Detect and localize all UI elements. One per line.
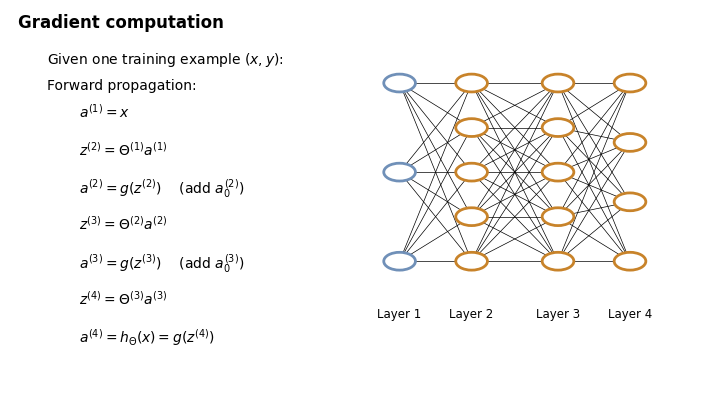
Text: $a^{(2)} = g(z^{(2)})\quad$ (add $a_0^{(2)}$): $a^{(2)} = g(z^{(2)})\quad$ (add $a_0^{(…	[79, 178, 245, 200]
Text: Given one training example $(x, y)$:: Given one training example $(x, y)$:	[47, 51, 284, 68]
Circle shape	[614, 74, 646, 92]
Circle shape	[542, 119, 574, 136]
Circle shape	[456, 208, 487, 226]
Text: Layer 3: Layer 3	[536, 308, 580, 321]
Text: $a^{(4)} = h_\Theta(x) = g(z^{(4)})$: $a^{(4)} = h_\Theta(x) = g(z^{(4)})$	[79, 327, 215, 348]
Circle shape	[542, 208, 574, 226]
Text: $z^{(2)} = \Theta^{(1)}a^{(1)}$: $z^{(2)} = \Theta^{(1)}a^{(1)}$	[79, 141, 168, 158]
Circle shape	[456, 163, 487, 181]
Circle shape	[456, 119, 487, 136]
Text: Layer 4: Layer 4	[608, 308, 652, 321]
Text: Layer 2: Layer 2	[449, 308, 494, 321]
Circle shape	[456, 74, 487, 92]
Circle shape	[542, 252, 574, 270]
Circle shape	[614, 134, 646, 151]
Circle shape	[614, 252, 646, 270]
Text: Forward propagation:: Forward propagation:	[47, 79, 197, 93]
Text: $a^{(1)} = x$: $a^{(1)} = x$	[79, 103, 130, 121]
Circle shape	[614, 193, 646, 211]
Text: Layer 1: Layer 1	[377, 308, 422, 321]
Circle shape	[456, 252, 487, 270]
Circle shape	[384, 163, 415, 181]
Text: Gradient computation: Gradient computation	[18, 14, 224, 32]
Circle shape	[384, 74, 415, 92]
Text: $z^{(4)} = \Theta^{(3)}a^{(3)}$: $z^{(4)} = \Theta^{(3)}a^{(3)}$	[79, 290, 168, 307]
Circle shape	[384, 252, 415, 270]
Circle shape	[542, 163, 574, 181]
Circle shape	[542, 74, 574, 92]
Text: $z^{(3)} = \Theta^{(2)}a^{(2)}$: $z^{(3)} = \Theta^{(2)}a^{(2)}$	[79, 215, 168, 233]
Text: $a^{(3)} = g(z^{(3)})\quad$ (add $a_0^{(3)}$): $a^{(3)} = g(z^{(3)})\quad$ (add $a_0^{(…	[79, 252, 245, 275]
